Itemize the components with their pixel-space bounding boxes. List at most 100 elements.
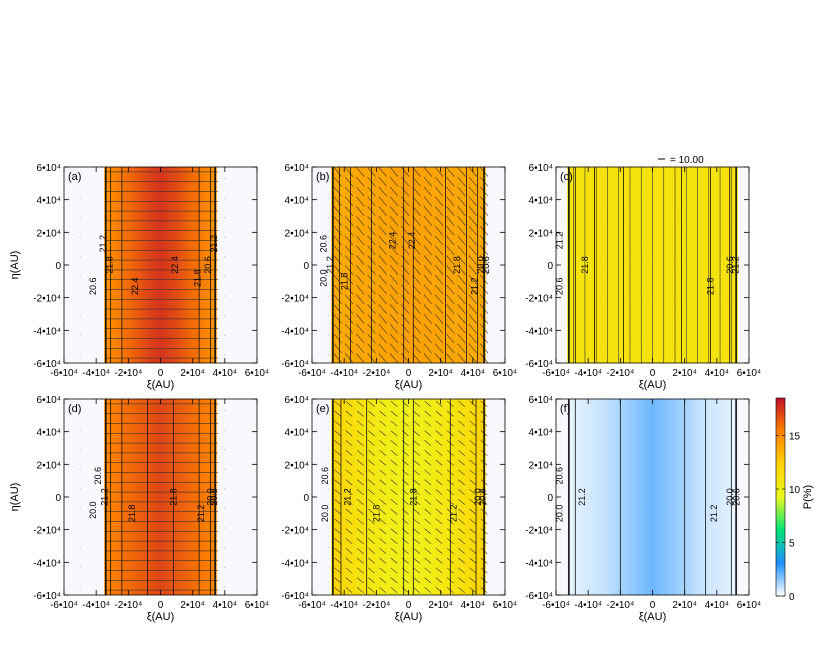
x-axis-label: ξ(AU) [639, 379, 667, 391]
polarization-vector [401, 567, 409, 574]
polarization-vector [424, 577, 432, 584]
polarization-vector [469, 518, 477, 525]
x-tick-label: 6•10⁴ [245, 600, 269, 611]
polarization-vector [356, 274, 365, 285]
x-tick-label: 2•10⁴ [672, 600, 696, 611]
y-tick-label: -4•10⁴ [281, 558, 309, 569]
polarization-vector [334, 567, 342, 574]
polarization-vector [389, 323, 399, 334]
polarization-vector [334, 508, 342, 515]
polarization-vector [424, 489, 432, 496]
polarization-vector [344, 235, 354, 246]
background-dot [224, 236, 226, 238]
polarization-vector [334, 547, 342, 554]
polarization-vector [356, 430, 364, 437]
polarization-vector [413, 479, 420, 486]
polarization-vector [356, 176, 365, 187]
polarization-vector [356, 235, 365, 246]
x-tick-label: 0 [650, 600, 656, 611]
y-tick-label: -2•10⁴ [281, 526, 309, 537]
polarization-vector [412, 314, 421, 324]
polarization-vector [458, 489, 465, 496]
polarization-vector [344, 167, 354, 177]
y-tick-label: -2•10⁴ [33, 294, 61, 305]
polarization-vector [368, 528, 375, 535]
polarization-vector [413, 410, 420, 417]
polarization-vector [401, 274, 410, 285]
polarization-vector [356, 284, 365, 295]
contour-label: 20.6 [93, 467, 103, 485]
polarization-vector [423, 196, 432, 207]
polarization-vector [344, 343, 354, 354]
polarization-vector [368, 567, 375, 574]
polarization-vector [333, 196, 342, 207]
polarization-vector [333, 255, 342, 265]
background-dot [327, 429, 329, 431]
polarization-vector [389, 353, 399, 363]
polarization-vector [356, 420, 364, 427]
contour-label: 21.2 [554, 232, 564, 250]
contour-label: 21.2 [449, 505, 459, 523]
polarization-vector [356, 323, 365, 334]
polarization-vector [390, 538, 398, 545]
polarization-vector [356, 479, 364, 486]
polarization-vector [356, 440, 364, 447]
y-tick-label: -2•10⁴ [525, 526, 553, 537]
polarization-vector [446, 343, 455, 354]
y-tick-label: -6•10⁴ [525, 591, 553, 602]
polarization-vector [435, 538, 443, 545]
polarization-vector [468, 225, 477, 236]
polarization-vector [458, 459, 465, 466]
polarization-vector [458, 567, 465, 574]
x-tick-label: 2•10⁴ [428, 600, 452, 611]
polarization-vector [401, 294, 410, 305]
x-tick-label: 0 [406, 600, 412, 611]
background-dot [224, 566, 226, 568]
polarization-vector [334, 479, 342, 486]
colorbar-ticks: 0 5 10 15 [776, 431, 801, 603]
polarization-vector [446, 176, 455, 187]
polarization-vector [401, 245, 410, 256]
background-dot [224, 217, 226, 219]
polarization-vector [412, 323, 421, 334]
polarization-vector [446, 225, 455, 236]
contour-label: 21.2 [325, 256, 335, 274]
polarization-vector [457, 265, 466, 275]
polarization-vector [378, 167, 387, 177]
background-dot [224, 468, 226, 470]
polarization-vector [389, 284, 399, 295]
polarization-vector [333, 176, 342, 187]
polarization-vector [345, 489, 353, 496]
contour-label: 21.8 [706, 277, 716, 295]
polarization-vector [344, 294, 354, 305]
polarization-vector [379, 410, 387, 417]
polarization-vector [446, 255, 455, 265]
y-tick-label: 4•10⁴ [529, 428, 553, 439]
background-dot [224, 527, 226, 529]
polarization-vector [389, 206, 399, 216]
polarization-vector [434, 343, 444, 354]
colorbar-label: P(%) [802, 485, 814, 509]
polarization-vector [333, 186, 342, 197]
background-dot [79, 507, 81, 509]
polarization-vector [345, 538, 353, 545]
background-dot [224, 409, 226, 411]
background-dot [224, 547, 226, 549]
polarization-vector [401, 538, 409, 545]
polarization-vector [424, 479, 432, 486]
polarization-vector [356, 508, 364, 515]
polarization-vector [389, 255, 399, 265]
polarization-vector [401, 479, 409, 486]
polarization-vector [333, 353, 342, 363]
polarization-vector [434, 353, 444, 363]
polarization-vector [435, 557, 443, 564]
polarization-vector [458, 440, 465, 447]
contour-label: 21.2 [577, 488, 587, 506]
polarization-vector [423, 206, 432, 216]
background-dot [327, 197, 329, 199]
contour-label: 20.6 [320, 467, 330, 485]
polarization-vector [378, 314, 387, 324]
polarization-map [331, 167, 486, 363]
polarization-vector [435, 430, 443, 437]
panel-label: (b) [316, 171, 329, 183]
